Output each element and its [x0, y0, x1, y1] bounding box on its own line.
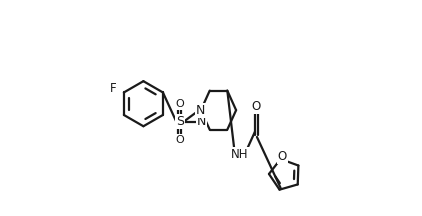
- Text: F: F: [110, 82, 116, 95]
- Text: S: S: [176, 115, 184, 129]
- Text: O: O: [252, 100, 261, 113]
- Text: NH: NH: [231, 148, 249, 161]
- Text: O: O: [278, 150, 287, 163]
- Text: N: N: [197, 115, 206, 129]
- Text: N: N: [196, 104, 206, 117]
- Text: O: O: [176, 99, 184, 109]
- Text: O: O: [176, 135, 184, 145]
